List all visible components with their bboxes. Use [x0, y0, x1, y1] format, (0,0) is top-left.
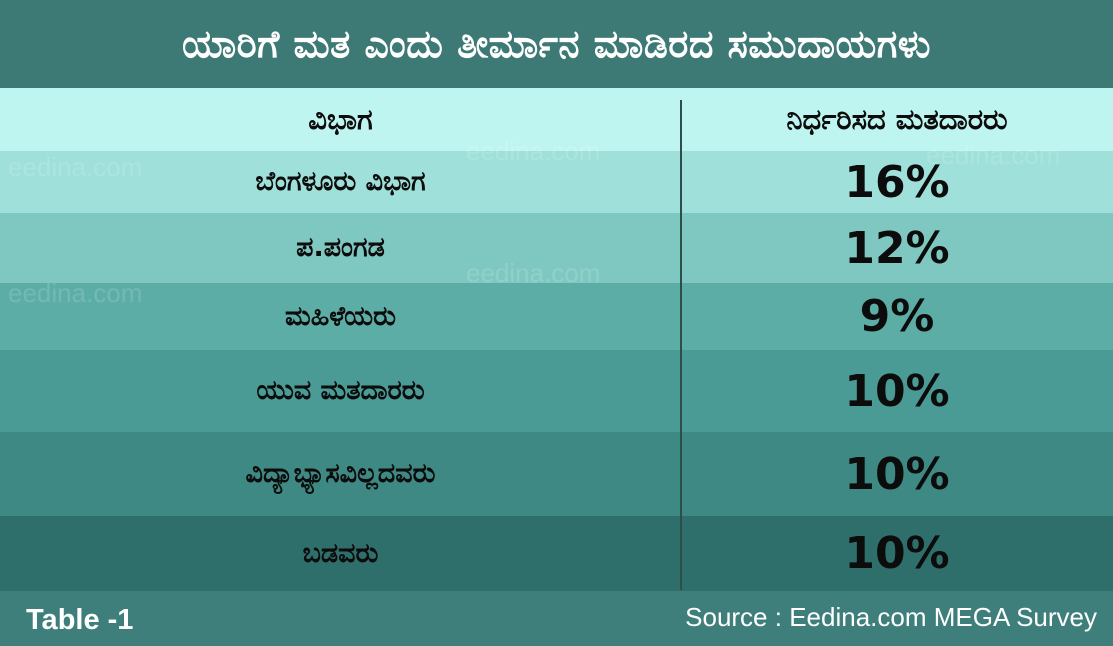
data-table: ವಿಭಾಗ ನಿರ್ಧರಿಸದ ಮತದಾರರು ಬೆಂಗಳೂರು ವಿಭಾಗ 1… [0, 88, 1113, 591]
watermark-text: eedina.com [8, 152, 143, 182]
row-label: ಪ.ಪಂಗಡ [296, 232, 385, 263]
table-row: ವಿದ್ಯಾಭ್ಯಾಸವಿಲ್ಲದವರು 10% [0, 432, 1113, 516]
watermark-text: eedina.com [926, 140, 1061, 170]
table-row: ಬಡವರು 10% [0, 516, 1113, 591]
row-value: 12% [844, 222, 950, 274]
table-row: ಯುವ ಮತದಾರರು 10% [0, 350, 1113, 432]
watermark-text: eedina.com [466, 136, 601, 166]
column-header-undecided: ನಿರ್ಧರಿಸದ ಮತದಾರರು [786, 102, 1008, 136]
chart-title: ಯಾರಿಗೆ ಮತ ಎಂದು ತೀರ್ಮಾನ ಮಾಡಿರದ ಸಮುದಾಯಗಳು [0, 0, 1113, 88]
table-row: ಪ.ಪಂಗಡ 12% [0, 213, 1113, 283]
row-label: ಮಹಿಳೆಯರು [285, 300, 396, 332]
row-value: 10% [844, 448, 950, 500]
row-label: ಬಡವರು [302, 537, 379, 569]
table-row: ಮಹಿಳೆಯರು 9% [0, 283, 1113, 350]
table-header-row: ವಿಭಾಗ ನಿರ್ಧರಿಸದ ಮತದಾರರು [0, 88, 1113, 151]
column-header-region: ವಿಭಾಗ [308, 102, 373, 136]
table-label: Table -1 [26, 604, 134, 636]
source-note: Source : Eedina.com MEGA Survey [685, 602, 1097, 632]
row-label: ವಿದ್ಯಾಭ್ಯಾಸವಿಲ್ಲದವರು [245, 458, 436, 489]
watermark-text: eedina.com [8, 278, 143, 308]
row-value: 10% [844, 365, 950, 417]
watermark-text: eedina.com [466, 258, 601, 288]
column-divider [680, 100, 682, 590]
row-label: ಬೆಂಗಳೂರು ವಿಭಾಗ [255, 166, 426, 197]
row-label: ಯುವ ಮತದಾರರು [256, 375, 425, 406]
row-value: 10% [844, 528, 950, 579]
row-value: 16% [844, 156, 950, 208]
table-row: ಬೆಂಗಳೂರು ವಿಭಾಗ 16% [0, 151, 1113, 213]
row-value: 9% [859, 291, 935, 342]
